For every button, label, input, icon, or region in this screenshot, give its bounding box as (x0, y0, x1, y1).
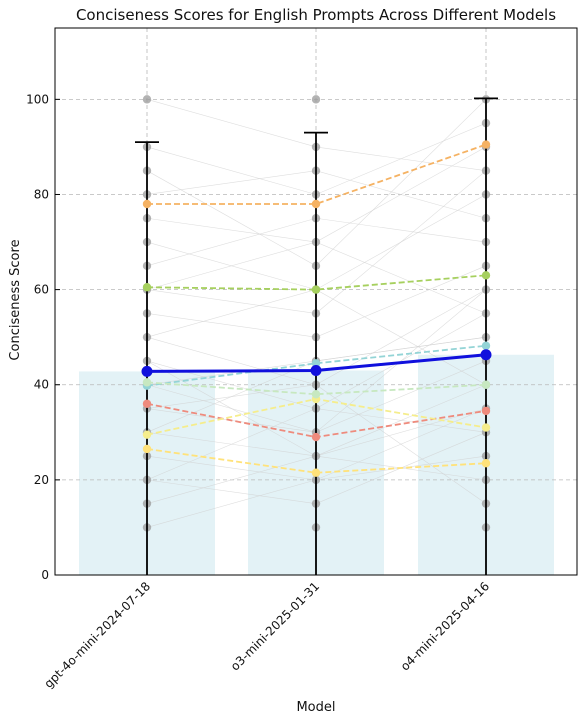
highlight-series-line (146, 274, 487, 291)
mean-point (310, 364, 322, 376)
plot-area: 0 20 40 60 80 100 gpt-4o-mini-2024-07-18 o3-min… (26, 27, 578, 691)
highlight-point (481, 140, 491, 149)
data-point (142, 95, 152, 104)
highlight-point (142, 444, 152, 454)
y-tick-label: 40 (34, 378, 49, 392)
y-axis-label: Conciseness Score (8, 239, 23, 360)
highlight-point (311, 468, 321, 477)
y-tick-label: 20 (34, 473, 49, 487)
highlight-series-line (146, 344, 487, 387)
highlight-point (311, 285, 321, 294)
mean-point (141, 365, 153, 377)
y-tick-label: 60 (34, 283, 49, 297)
highlight-series-line (146, 448, 487, 474)
highlight-point (481, 380, 491, 389)
highlight-point (481, 406, 491, 416)
chart-title: Conciseness Scores for English Prompts A… (76, 6, 556, 24)
x-tick-label: gpt-4o-mini-2024-07-18 (42, 579, 154, 691)
y-tick-label: 0 (41, 568, 49, 582)
highlight-point (481, 271, 491, 280)
data-point (311, 95, 321, 104)
highlight-point (142, 378, 152, 387)
highlight-point (481, 423, 491, 432)
highlight-point (311, 390, 321, 399)
x-tick-label: o4-mini-2025-04-16 (398, 579, 492, 673)
highlight-point (311, 199, 321, 209)
x-tick-label: o3-mini-2025-01-31 (228, 579, 322, 673)
highlight-point (142, 283, 152, 292)
highlight-point (142, 430, 152, 439)
highlight-point (142, 399, 152, 408)
highlight-point (142, 199, 152, 209)
highlight-point (481, 341, 491, 350)
highlight-series-line (147, 143, 487, 205)
y-tick-label: 80 (34, 187, 49, 201)
mean-point (480, 349, 492, 361)
y-tick-label: 100 (26, 92, 49, 106)
highlight-point (481, 459, 491, 468)
highlight-series-line (146, 381, 487, 396)
highlight-point (311, 432, 321, 442)
x-axis-label: Model (296, 700, 335, 715)
